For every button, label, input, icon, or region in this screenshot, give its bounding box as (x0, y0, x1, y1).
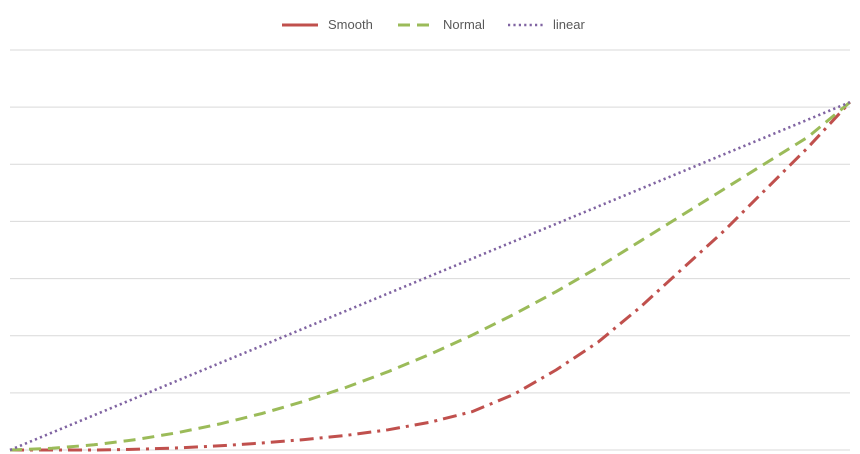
series-line-linear (9, 100, 851, 452)
legend-label-normal: Normal (443, 17, 485, 32)
legend-label-linear: linear (553, 17, 585, 32)
series-line-normal (9, 101, 851, 452)
legend: Smooth Normal linear (282, 17, 585, 32)
series-group (9, 100, 852, 452)
series-line-smooth (10, 101, 852, 452)
gridlines (10, 49, 850, 451)
legend-label-smooth: Smooth (328, 17, 373, 32)
